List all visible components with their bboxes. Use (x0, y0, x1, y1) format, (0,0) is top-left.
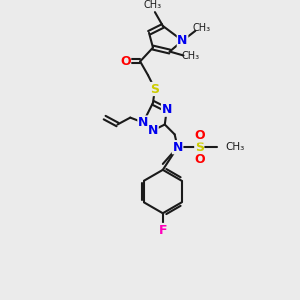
Text: CH₃: CH₃ (144, 0, 162, 10)
Text: N: N (177, 34, 188, 47)
Text: CH₃: CH₃ (225, 142, 244, 152)
Text: O: O (194, 152, 205, 166)
Text: N: N (172, 141, 183, 154)
Text: N: N (148, 124, 158, 137)
Text: N: N (162, 103, 172, 116)
Text: F: F (159, 224, 167, 236)
Text: O: O (120, 55, 131, 68)
Text: CH₃: CH₃ (192, 23, 210, 33)
Text: O: O (194, 129, 205, 142)
Text: S: S (150, 82, 159, 95)
Text: CH₃: CH₃ (182, 52, 200, 61)
Text: S: S (195, 141, 204, 154)
Text: N: N (138, 116, 148, 129)
